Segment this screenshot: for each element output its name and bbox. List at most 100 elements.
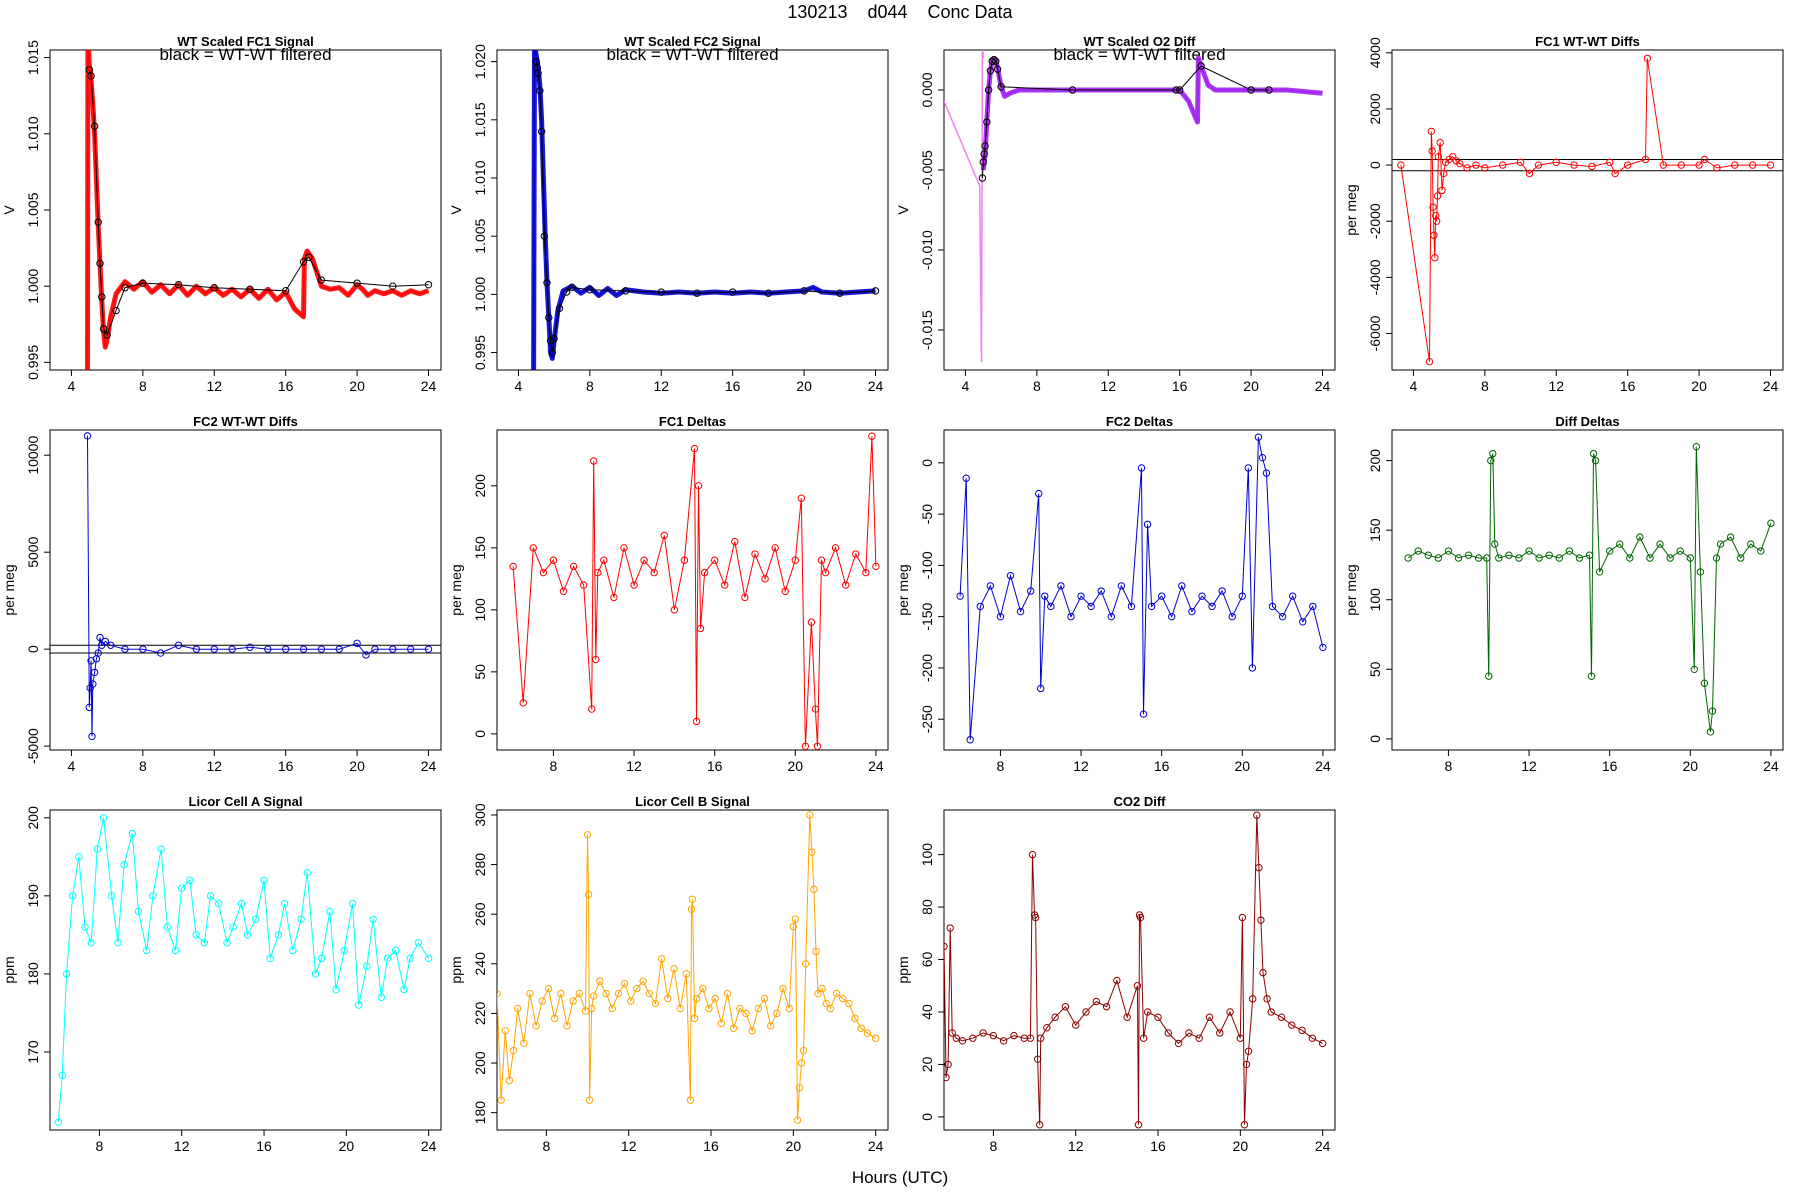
data-point — [660, 531, 668, 540]
overlay-point — [800, 287, 808, 295]
data-point — [682, 970, 691, 978]
y-tick-label: 240 — [472, 952, 488, 976]
data-point — [1028, 850, 1037, 859]
data-point — [1436, 138, 1444, 147]
overlay-point — [1197, 62, 1205, 70]
panel-title: Licor Cell A Signal — [189, 794, 303, 809]
panel-p5: FC2 WT-WT Diffs per meg 4 8 12 16 20 24 -5000 0 50… — [1, 414, 442, 774]
series-line — [87, 435, 429, 737]
plot-area — [531, 50, 880, 370]
plot-area — [509, 432, 880, 750]
data-point — [944, 1060, 952, 1069]
data-point — [1033, 1055, 1042, 1063]
y-tick-label: 1.000 — [472, 277, 488, 312]
data-point — [1117, 582, 1126, 590]
data-point — [1696, 568, 1705, 576]
data-point — [1692, 442, 1701, 451]
data-point — [795, 1084, 804, 1092]
panel-title: FC1 Deltas — [659, 414, 726, 429]
data-point — [810, 885, 818, 894]
data-point — [1666, 554, 1674, 562]
data-point — [996, 612, 1005, 621]
series-line — [512, 436, 877, 747]
overlay-point — [764, 289, 773, 297]
panel-annotation: black = WT-WT filtered — [606, 45, 778, 64]
overlay-point — [986, 67, 995, 75]
data-point — [699, 984, 707, 993]
panel-title: CO2 Diff — [1114, 794, 1167, 809]
data-point — [266, 954, 274, 962]
data-point — [549, 556, 558, 564]
data-point — [650, 568, 658, 577]
data-point — [335, 645, 343, 653]
y-tick-label: 40 — [919, 1004, 935, 1020]
x-tick-label: 20 — [1233, 1138, 1249, 1154]
x-tick-label: 20 — [349, 758, 365, 774]
y-tick-label: 0 — [919, 459, 935, 467]
data-point — [1605, 547, 1614, 555]
data-point — [690, 1014, 699, 1023]
data-point — [948, 1029, 956, 1037]
data-point — [1198, 592, 1206, 600]
x-tick-label: 20 — [1682, 758, 1698, 774]
data-point — [1168, 612, 1176, 621]
data-point — [1591, 456, 1600, 465]
data-point — [1428, 147, 1436, 155]
x-tick-label: 16 — [278, 378, 294, 394]
data-point — [406, 954, 414, 962]
data-point — [801, 960, 810, 968]
data-point — [550, 1014, 559, 1023]
data-point — [686, 1096, 695, 1104]
y-tick-label: -2000 — [1367, 203, 1383, 239]
data-point — [711, 994, 719, 1003]
overlay-line — [88, 69, 429, 337]
series-line — [959, 437, 1324, 740]
data-point — [1077, 592, 1085, 600]
data-point — [696, 624, 705, 633]
data-point — [818, 984, 826, 993]
data-point — [1757, 547, 1765, 555]
data-point — [862, 568, 870, 577]
data-point — [1431, 254, 1439, 262]
data-point — [814, 989, 822, 998]
data-point — [717, 1019, 726, 1028]
data-point — [741, 593, 749, 602]
data-point — [1208, 602, 1216, 611]
data-point — [958, 1037, 967, 1045]
data-point — [1434, 152, 1443, 161]
data-point — [585, 1096, 594, 1104]
data-point — [1174, 1039, 1183, 1048]
x-tick-label: 24 — [868, 758, 884, 774]
plot-frame — [49, 429, 442, 751]
x-tick-label: 8 — [989, 1138, 997, 1154]
data-point — [670, 965, 678, 973]
data-point — [821, 568, 830, 577]
overlay-point — [548, 348, 557, 357]
data-point — [1485, 672, 1493, 680]
y-tick-label: 0.995 — [25, 345, 41, 380]
overlay-point — [981, 142, 989, 150]
y-tick-label: 0.995 — [472, 335, 488, 370]
data-point — [1716, 540, 1725, 548]
overlay-point — [299, 258, 308, 266]
data-point — [354, 1001, 363, 1009]
data-point — [1555, 554, 1563, 562]
data-point — [807, 618, 816, 626]
data-point — [1244, 464, 1253, 472]
data-point — [670, 606, 679, 614]
data-point — [808, 848, 816, 856]
data-point — [186, 876, 194, 884]
data-point — [754, 1004, 763, 1013]
data-point — [610, 593, 618, 602]
data-point — [1726, 533, 1735, 541]
overlay-point — [389, 282, 397, 290]
y-tick-label: 0 — [1367, 735, 1383, 743]
data-point — [1092, 997, 1100, 1006]
plot-frame — [943, 429, 1336, 751]
overlay-point — [993, 65, 1002, 73]
data-point — [1427, 127, 1435, 136]
data-point — [1695, 161, 1703, 169]
data-point — [956, 592, 964, 600]
x-tick-label: 20 — [796, 378, 812, 394]
